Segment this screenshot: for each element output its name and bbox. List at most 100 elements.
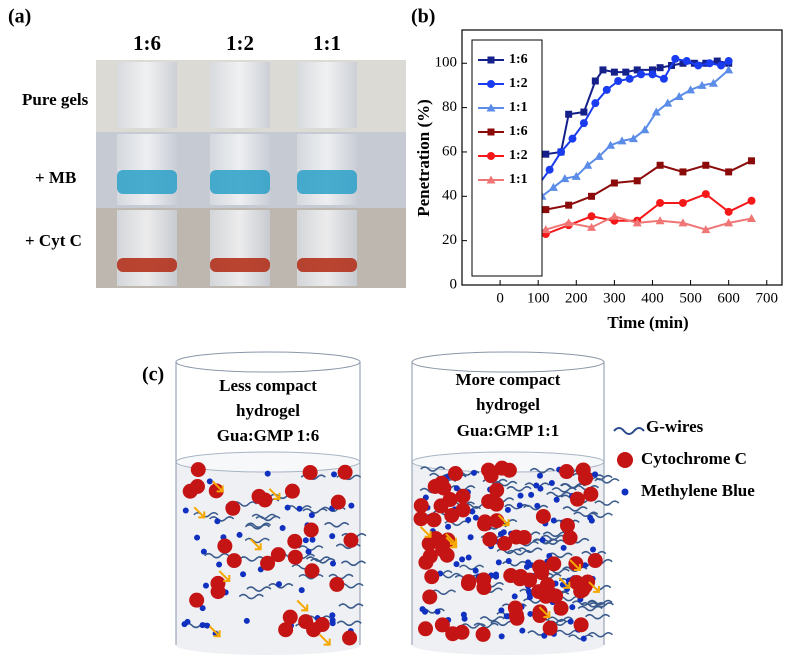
vial: [117, 134, 177, 205]
dye: [467, 534, 474, 541]
dye: [331, 471, 338, 478]
marker: [632, 218, 642, 227]
y-axis-label: Penetration (%): [414, 99, 433, 217]
marker: [617, 136, 627, 145]
protein: [418, 554, 434, 570]
dye: [330, 560, 337, 567]
protein: [573, 617, 589, 633]
g-wire: [246, 586, 272, 592]
marker: [622, 68, 630, 76]
g-wire: [336, 620, 362, 627]
protein: [287, 549, 303, 565]
protein: [494, 460, 510, 476]
dye: [536, 472, 543, 479]
protein: [516, 530, 532, 546]
g-wire: [577, 605, 603, 612]
g-wire: [251, 513, 277, 520]
plot-frame: [461, 29, 783, 286]
g-wire: [324, 522, 350, 528]
g-wire: [542, 531, 568, 538]
marker: [656, 161, 664, 169]
dye: [264, 470, 271, 477]
g-wire: [193, 512, 219, 518]
dye: [296, 505, 303, 512]
marker: [717, 61, 726, 70]
dye: [534, 502, 541, 509]
dye: [525, 588, 532, 595]
protein: [559, 518, 575, 534]
protein: [455, 502, 471, 518]
dye: [511, 593, 518, 600]
protein: [421, 536, 437, 552]
marker: [708, 78, 718, 87]
marker: [583, 160, 593, 169]
dye: [470, 469, 477, 476]
vial: [117, 210, 177, 286]
dye: [329, 533, 336, 540]
protein: [508, 607, 524, 623]
dye: [537, 485, 544, 492]
dye: [472, 567, 479, 574]
arrow: [558, 577, 571, 589]
marker: [724, 207, 733, 216]
marker: [648, 70, 657, 79]
vial-content: [210, 258, 270, 272]
photo: [96, 60, 406, 288]
protein: [477, 516, 493, 532]
vial: [297, 62, 357, 128]
marker: [697, 80, 707, 89]
protein: [481, 493, 497, 509]
protein: [337, 464, 353, 480]
y-tick-label: 40: [442, 188, 457, 204]
protein: [343, 532, 359, 548]
marker: [545, 165, 554, 174]
dye: [527, 610, 534, 617]
dye: [461, 615, 468, 622]
panel-label: (c): [142, 364, 164, 386]
row-label: + Cyt C: [25, 231, 82, 250]
g-wire: [547, 552, 573, 559]
x-tick-label: 500: [679, 290, 702, 306]
marker: [637, 70, 646, 79]
protein: [587, 553, 603, 569]
dye: [445, 523, 452, 530]
x-tick-label: 0: [496, 290, 504, 306]
marker: [591, 99, 600, 108]
g-wire: [587, 512, 613, 519]
arrow: [211, 480, 224, 493]
g-wire: [244, 524, 270, 530]
row-label: Pure gels: [22, 90, 89, 109]
dye: [275, 581, 282, 588]
protein: [433, 498, 449, 514]
marker: [625, 74, 634, 83]
arrow: [218, 570, 231, 583]
protein: [476, 580, 492, 596]
protein: [426, 512, 442, 528]
protein: [497, 536, 513, 552]
marker: [686, 85, 696, 94]
y-tick-label: 0: [450, 276, 458, 292]
marker: [487, 128, 495, 136]
marker: [548, 182, 558, 191]
protein: [535, 508, 551, 524]
protein: [445, 626, 461, 642]
marker: [701, 225, 711, 234]
dye: [329, 612, 336, 619]
protein: [189, 479, 205, 495]
dye: [548, 480, 555, 487]
beaker-text: hydrogel: [236, 401, 300, 420]
protein: [210, 575, 226, 591]
g-wire: [573, 511, 599, 518]
vials: [117, 62, 357, 286]
legend-dye: [621, 488, 629, 496]
dye: [569, 604, 576, 611]
g-wire: [244, 537, 270, 544]
protein: [422, 589, 438, 605]
dye: [434, 608, 441, 615]
marker: [648, 66, 656, 74]
dye: [194, 534, 201, 541]
marker: [542, 150, 550, 158]
g-wire: [268, 583, 294, 589]
protein: [531, 584, 547, 600]
marker: [571, 171, 581, 180]
